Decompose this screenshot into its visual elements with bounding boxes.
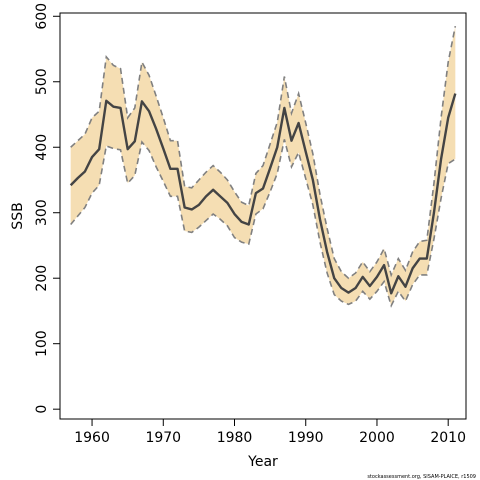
- y-axis: 0 100 200 300 400 500 600: [34, 3, 60, 414]
- y-tick-label: 100: [34, 330, 50, 357]
- x-axis: 1960 1970 1980 1990 2000 2010: [74, 419, 466, 446]
- x-tick-label: 1980: [217, 430, 253, 446]
- x-tick-label: 1970: [145, 430, 181, 446]
- x-axis-title: Year: [247, 454, 278, 470]
- ssb-estimate-line: [69, 93, 457, 295]
- y-tick-label: 500: [34, 68, 50, 95]
- x-tick-label: 1990: [288, 430, 324, 446]
- confidence-band: [70, 25, 457, 308]
- x-tick-label: 2000: [359, 430, 395, 446]
- ssb-series: [69, 93, 457, 295]
- upper-bound-line: [70, 25, 457, 280]
- y-tick-label: 200: [34, 265, 50, 292]
- plot-frame: [59, 12, 467, 420]
- y-tick-label: 600: [34, 3, 50, 30]
- lower-bound-line: [70, 139, 456, 308]
- x-tick-label: 1960: [74, 430, 110, 446]
- credit-text: stockassessment.org, SISAM-PLAICE, r1509: [367, 474, 476, 480]
- y-tick-label: 400: [34, 134, 50, 161]
- y-tick-label: 0: [34, 405, 50, 414]
- y-axis-title: SSB: [10, 202, 26, 229]
- y-tick-label: 300: [34, 199, 50, 226]
- x-tick-label: 2010: [430, 430, 466, 446]
